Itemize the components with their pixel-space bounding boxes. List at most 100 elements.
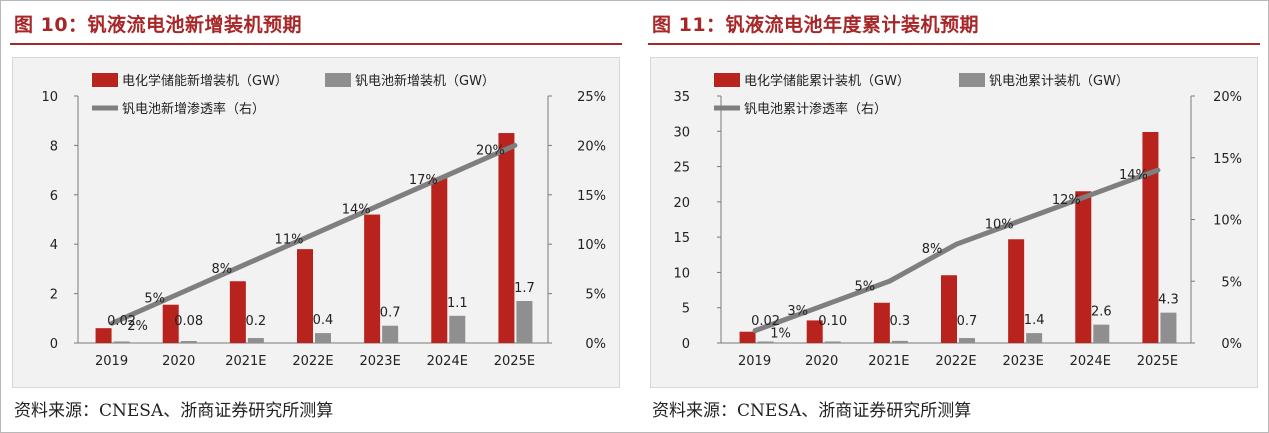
line-data-label: 14% — [342, 203, 371, 218]
y-right-tick-label: 25% — [577, 90, 606, 105]
bar-secondary — [180, 341, 197, 343]
line-data-label: 8% — [922, 242, 943, 257]
x-tick-label: 2021E — [868, 354, 909, 369]
x-tick-label: 2022E — [292, 354, 333, 369]
bar-secondary — [1093, 324, 1110, 343]
line-data-label: 14% — [1119, 168, 1148, 183]
line-data-label: 5% — [144, 292, 165, 307]
line-data-label: 10% — [985, 218, 1014, 233]
bar-secondary — [824, 341, 841, 343]
bar-secondary — [1026, 333, 1043, 343]
bar-primary — [1008, 239, 1025, 343]
y-left-tick-label: 8 — [50, 139, 58, 154]
bar-primary — [739, 331, 756, 343]
bar-primary — [95, 328, 112, 343]
legend-swatch-primary — [92, 73, 118, 87]
y-left-tick-label: 20 — [673, 196, 690, 211]
x-tick-label: 2024E — [427, 354, 468, 369]
line-data-label: 5% — [855, 279, 876, 294]
y-left-tick-label: 25 — [673, 161, 690, 176]
bar-secondary-data-label: 1.1 — [447, 296, 468, 311]
y-left-tick-label: 2 — [50, 288, 58, 303]
bar-primary — [1075, 191, 1092, 343]
x-tick-label: 2023E — [1002, 354, 1043, 369]
bar-secondary — [113, 341, 130, 343]
y-left-tick-label: 5 — [682, 302, 690, 317]
line-data-label: 12% — [1052, 193, 1081, 208]
y-right-tick-label: 5% — [1221, 275, 1242, 290]
source-note: 资料来源：CNESA、浙商证券研究所测算 — [14, 401, 334, 421]
penetration-line — [752, 167, 1161, 334]
bar-secondary — [516, 301, 533, 343]
y-left-tick-label: 35 — [673, 90, 690, 105]
x-tick-label: 2019 — [738, 354, 771, 369]
line-data-label: 20% — [476, 143, 505, 158]
chart-panel-2: 图 11：钒液流电池年度累计装机预期 0 5 10 15 20 25 30 35 0% 5% 10%… — [634, 0, 1268, 433]
bar-secondary-data-label: 1.4 — [1024, 313, 1045, 328]
y-right-tick-label: 0% — [585, 337, 606, 352]
x-tick-label: 2020 — [162, 354, 195, 369]
chart-title: 图 11：钒液流电池年度累计装机预期 — [652, 14, 980, 36]
y-right-tick-label: 20% — [1213, 90, 1242, 105]
bar-primary — [431, 177, 448, 343]
bar-secondary-data-label: 2.6 — [1091, 305, 1112, 320]
y-right-tick-label: 20% — [577, 139, 606, 154]
chart-title: 图 10：钒液流电池新增装机预期 — [14, 14, 303, 36]
x-tick-label: 2023E — [359, 354, 400, 369]
bar-secondary-data-label: 0.4 — [313, 313, 334, 328]
y-right-tick-label: 0% — [1221, 337, 1242, 352]
legend-swatch-secondary — [959, 73, 985, 87]
penetration-line — [109, 142, 518, 326]
y-left-tick-label: 6 — [50, 189, 58, 204]
legend-swatch-secondary — [325, 73, 351, 87]
y-right-tick-label: 15% — [577, 189, 606, 204]
chart-svg: 0 2 4 6 8 10 0% 5% 10% 15% 20% 25% 2019 2020 2021E 2022… — [41, 73, 606, 369]
y-left-tick-label: 0 — [682, 337, 690, 352]
y-right-tick-label: 10% — [1213, 214, 1242, 229]
bar-primary — [498, 133, 515, 343]
bar-primary — [1142, 131, 1159, 343]
y-left-tick-label: 10 — [673, 266, 690, 281]
y-left-tick-label: 4 — [50, 238, 58, 253]
legend-label-primary: 电化学储能累计装机（GW） — [744, 73, 910, 89]
y-right-tick-label: 5% — [585, 288, 606, 303]
y-left-tick-label: 15 — [673, 231, 690, 246]
line-data-label: 8% — [212, 262, 233, 277]
bar-secondary — [247, 338, 264, 343]
bar-secondary — [449, 315, 466, 343]
y-left-tick-label: 0 — [50, 337, 58, 352]
chart-svg: 0 5 10 15 20 25 30 35 0% 5% 10% 15% 20% 2019 2020 2021E… — [673, 73, 1242, 369]
bar-secondary-data-label: 0.10 — [818, 314, 847, 329]
bar-primary — [873, 302, 890, 343]
title-rule — [648, 43, 1260, 45]
x-tick-label: 2024E — [1070, 354, 1111, 369]
chart-panel-1: 图 10：钒液流电池新增装机预期 0 2 4 6 8 10 0% 5% 10% 15% 20% 25%… — [0, 0, 634, 433]
bar-primary — [806, 320, 823, 343]
x-tick-label: 2021E — [225, 354, 266, 369]
bar-secondary-data-label: 1.7 — [514, 281, 535, 296]
title-rule — [10, 43, 622, 45]
line-data-label: 11% — [275, 232, 304, 247]
y-left-tick-label: 30 — [673, 125, 690, 140]
bar-secondary-data-label: 0.3 — [890, 314, 911, 329]
source-note: 资料来源：CNESA、浙商证券研究所测算 — [652, 401, 972, 421]
x-tick-label: 2019 — [95, 354, 128, 369]
legend-label-secondary: 钒电池新增装机（GW） — [355, 73, 495, 89]
bar-primary — [941, 275, 957, 343]
bar-secondary-data-label: 0.2 — [246, 314, 267, 329]
line-data-label: 2% — [127, 319, 148, 334]
legend-swatch-primary — [714, 73, 740, 87]
x-tick-label: 2025E — [1137, 354, 1178, 369]
legend-label-line: 钒电池新增渗透率（右） — [122, 101, 265, 117]
y-right-tick-label: 15% — [1213, 152, 1242, 167]
bar-primary — [229, 281, 246, 343]
legend-label-primary: 电化学储能新增装机（GW） — [122, 73, 288, 89]
line-data-label: 1% — [770, 327, 791, 342]
bar-secondary-data-label: 4.3 — [1158, 293, 1179, 308]
bar-secondary — [315, 333, 331, 343]
bar-secondary-data-label: 0.02 — [751, 314, 780, 329]
x-tick-label: 2020 — [805, 354, 838, 369]
legend-label-secondary: 钒电池累计装机（GW） — [989, 74, 1129, 89]
bar-secondary — [891, 340, 908, 343]
bar-primary — [297, 249, 313, 343]
